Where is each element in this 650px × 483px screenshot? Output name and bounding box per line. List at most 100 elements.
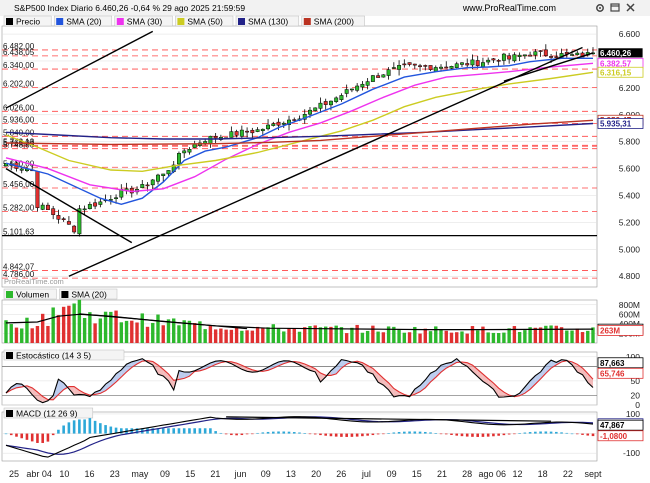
x-tick-label: 12 [512,469,522,479]
candle-body [67,221,70,224]
candle-body [177,153,180,164]
candle-body [193,144,196,147]
candle-body [209,136,212,143]
candle-body [41,205,44,209]
candle-body [471,60,474,65]
macd-histogram-bar [434,433,437,434]
legend-swatch [177,18,184,25]
macd-histogram-bar [497,434,500,436]
macd-histogram-bar [335,434,338,437]
volume-bar [455,332,458,343]
macd-histogram-bar [408,431,411,433]
volume-bar [340,327,343,343]
volume-bar [586,331,589,343]
macd-histogram-bar [539,432,542,434]
value-tag-label: 87,663 [600,359,625,368]
legend-swatch [61,291,68,298]
macd-histogram-bar [351,434,354,437]
volume-bar [125,321,128,343]
candle-body [486,60,489,62]
macd-histogram-bar [282,432,285,434]
macd-histogram-bar [592,434,595,437]
volume-bar [135,322,138,343]
candle-body [141,184,144,187]
macd-histogram-bar [461,434,464,437]
macd-histogram-bar [382,434,385,435]
macd-histogram-bar [518,433,521,434]
y-tick-label: 5.400 [619,191,641,201]
price-panel[interactable]: 4.8005.0005.2005.4005.6005.8006.0006.200… [2,16,643,287]
candle-body [507,56,510,59]
candle-body [319,103,322,108]
candle-body [329,101,332,105]
volume-bar [581,332,584,343]
stochastic-panel[interactable]: 0205080100Estocástico (14 3 5)87,66365,7… [2,350,643,410]
x-tick-label: 16 [85,469,95,479]
volume-bar [72,303,75,343]
legend-swatch [56,18,63,25]
chart-title: S&P500 Index Diario 6.460,26 -0,64 % 29 … [14,3,245,13]
volume-bar [376,332,379,343]
candle-body [203,141,206,143]
level-label: 5.936,00 [3,115,35,124]
legend-label: Volumen [16,290,49,300]
volume-bar [277,328,280,343]
volume-bar [235,327,238,343]
candle-body [214,136,217,138]
candle-body [497,60,500,61]
legend-label: Estocástico (14 3 5) [16,351,91,361]
volume-bar [193,323,196,343]
macd-histogram-bar [508,434,511,435]
level-label: 5.748,00 [3,141,35,150]
candle-body [570,54,573,55]
x-tick-label: may [131,469,149,479]
macd-histogram-bar [571,434,574,435]
candle-body [83,209,86,210]
y-tick-label: 6.600 [619,29,641,39]
volume-bar [57,315,60,343]
macd-histogram-bar [209,428,212,433]
level-label: 5.282,00 [3,203,35,212]
macd-histogram-bar [178,428,181,433]
candle-body [72,226,75,232]
volume-bar [460,331,463,343]
candle-body [151,180,154,185]
volume-bar [177,325,180,343]
candle-body [51,209,54,215]
candle-body [251,130,254,133]
macd-histogram-bar [314,434,317,435]
y-tick-label: 5.200 [619,217,641,227]
volume-panel[interactable]: 200M400M600M800MVolumenSMA (20)290M263M [2,289,643,343]
volume-bar [114,311,117,343]
candle-body [549,56,552,57]
volume-bar [507,328,510,343]
volume-bar [20,328,23,343]
volume-bar [162,325,165,343]
volume-bar [534,328,537,343]
value-tag-label: -1,0800 [600,432,628,441]
volume-bar [36,326,39,343]
macd-histogram-bar [377,434,380,435]
volume-bar [230,330,233,343]
volume-bar [408,332,411,343]
macd-histogram-bar [267,432,270,434]
volume-bar [83,318,86,343]
volume-bar [513,326,516,343]
volume-bar [151,323,154,343]
candle-body [235,131,238,135]
macd-panel[interactable]: -1000100MACD (12 26 9)49,88647,867-1,080… [2,408,643,461]
volume-bar [371,326,374,343]
macd-histogram-bar [262,432,265,433]
volume-bar [497,333,500,343]
macd-histogram-bar [524,433,527,434]
volume-bar [434,326,437,343]
y-tick-label: -100 [623,448,640,458]
macd-histogram-bar [429,432,432,433]
x-tick-label: 22 [563,469,573,479]
volume-bar [266,327,269,343]
macd-histogram-bar [162,428,165,433]
candle-body [418,66,421,67]
level-label: 5.101,63 [3,228,35,237]
macd-histogram-bar [450,434,453,435]
